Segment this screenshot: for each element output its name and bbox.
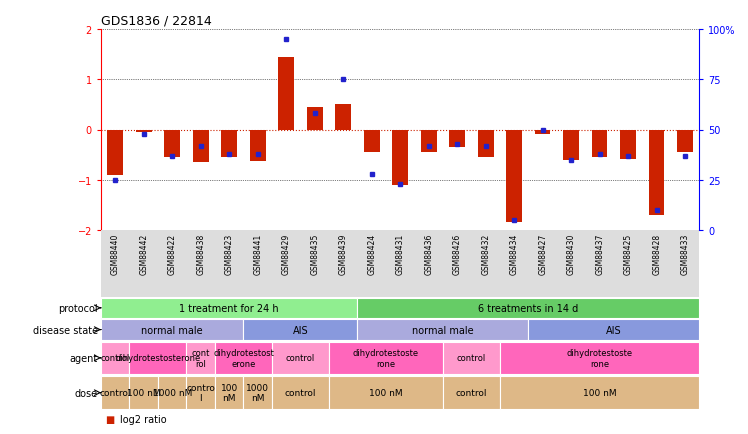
Bar — [528, 319, 699, 340]
Text: control: control — [286, 354, 315, 362]
Bar — [215, 376, 243, 409]
Bar — [108, 130, 123, 175]
Text: dose: dose — [75, 388, 98, 398]
Text: GSM88422: GSM88422 — [168, 233, 177, 274]
Bar — [101, 376, 129, 409]
Text: GDS1836 / 22814: GDS1836 / 22814 — [101, 15, 212, 28]
Text: 6 treatments in 14 d: 6 treatments in 14 d — [478, 303, 578, 313]
Text: AIS: AIS — [606, 325, 622, 335]
Text: GSM88434: GSM88434 — [509, 233, 518, 275]
Text: GSM88442: GSM88442 — [139, 233, 148, 275]
Text: GSM88439: GSM88439 — [339, 233, 348, 275]
Bar — [535, 130, 551, 134]
Bar — [358, 298, 699, 319]
Bar — [243, 319, 358, 340]
Text: dihydrotestost
erone: dihydrotestost erone — [213, 349, 274, 368]
Bar — [272, 376, 329, 409]
Bar — [592, 130, 607, 158]
Bar — [186, 376, 215, 409]
Bar — [364, 130, 379, 153]
Text: protocol: protocol — [58, 303, 98, 313]
Text: cont
rol: cont rol — [191, 349, 210, 368]
Bar — [358, 319, 528, 340]
Bar — [677, 130, 693, 153]
Text: GSM88426: GSM88426 — [453, 233, 462, 275]
Bar — [101, 319, 243, 340]
Text: disease state: disease state — [33, 325, 98, 335]
Text: GSM88429: GSM88429 — [282, 233, 291, 275]
Text: ■: ■ — [105, 414, 114, 424]
Text: 1000
nM: 1000 nM — [246, 383, 269, 402]
Bar — [478, 130, 494, 158]
Bar — [158, 376, 186, 409]
Text: agent: agent — [70, 353, 98, 363]
Bar — [136, 130, 152, 133]
Bar — [250, 130, 266, 161]
Bar — [421, 130, 437, 153]
Bar — [500, 376, 699, 409]
Bar — [243, 376, 272, 409]
Bar — [272, 342, 329, 375]
Bar — [193, 130, 209, 163]
Bar — [307, 108, 322, 130]
Bar — [329, 342, 443, 375]
Text: 100 nM: 100 nM — [583, 388, 616, 397]
Bar — [335, 105, 351, 130]
Bar — [186, 342, 215, 375]
Bar — [393, 130, 408, 185]
Text: 100 nM: 100 nM — [369, 388, 402, 397]
Text: control: control — [99, 388, 131, 397]
Text: control: control — [285, 388, 316, 397]
Bar — [278, 58, 294, 130]
Text: GSM88424: GSM88424 — [367, 233, 376, 275]
Text: AIS: AIS — [292, 325, 308, 335]
Bar — [329, 376, 443, 409]
Bar — [215, 342, 272, 375]
Text: GSM88435: GSM88435 — [310, 233, 319, 275]
Text: normal male: normal male — [141, 325, 203, 335]
Text: control: control — [100, 354, 130, 362]
Bar — [101, 298, 358, 319]
Bar — [500, 342, 699, 375]
Text: GSM88423: GSM88423 — [224, 233, 233, 275]
Text: contro
l: contro l — [186, 383, 215, 402]
Bar — [221, 130, 237, 158]
Text: GSM88427: GSM88427 — [538, 233, 547, 275]
Text: 1000 nM: 1000 nM — [153, 388, 192, 397]
Text: GSM88425: GSM88425 — [624, 233, 633, 275]
Text: 1 treatment for 24 h: 1 treatment for 24 h — [180, 303, 279, 313]
Bar — [101, 342, 129, 375]
Text: GSM88437: GSM88437 — [595, 233, 604, 275]
Text: GSM88432: GSM88432 — [481, 233, 490, 275]
Bar — [165, 130, 180, 158]
Bar — [649, 130, 664, 215]
Bar — [450, 130, 465, 148]
Text: GSM88431: GSM88431 — [396, 233, 405, 275]
Text: GSM88441: GSM88441 — [254, 233, 263, 275]
Text: dihydrotestoste
rone: dihydrotestoste rone — [566, 349, 633, 368]
Bar — [129, 376, 158, 409]
Text: GSM88428: GSM88428 — [652, 233, 661, 274]
Bar — [506, 130, 522, 223]
Bar — [620, 130, 636, 159]
Text: dihydrotestosterone: dihydrotestosterone — [115, 354, 200, 362]
Text: GSM88436: GSM88436 — [424, 233, 433, 275]
Text: 100 nM: 100 nM — [127, 388, 161, 397]
Bar — [563, 130, 579, 160]
Text: log2 ratio: log2 ratio — [120, 414, 166, 424]
Text: normal male: normal male — [412, 325, 473, 335]
Text: GSM88433: GSM88433 — [681, 233, 690, 275]
Text: control: control — [457, 354, 486, 362]
Text: GSM88438: GSM88438 — [196, 233, 205, 275]
Bar — [443, 342, 500, 375]
Text: GSM88440: GSM88440 — [111, 233, 120, 275]
Text: 100
nM: 100 nM — [221, 383, 238, 402]
Text: GSM88430: GSM88430 — [567, 233, 576, 275]
Bar — [443, 376, 500, 409]
Bar — [129, 342, 186, 375]
Text: control: control — [456, 388, 487, 397]
Text: dihydrotestoste
rone: dihydrotestoste rone — [353, 349, 419, 368]
